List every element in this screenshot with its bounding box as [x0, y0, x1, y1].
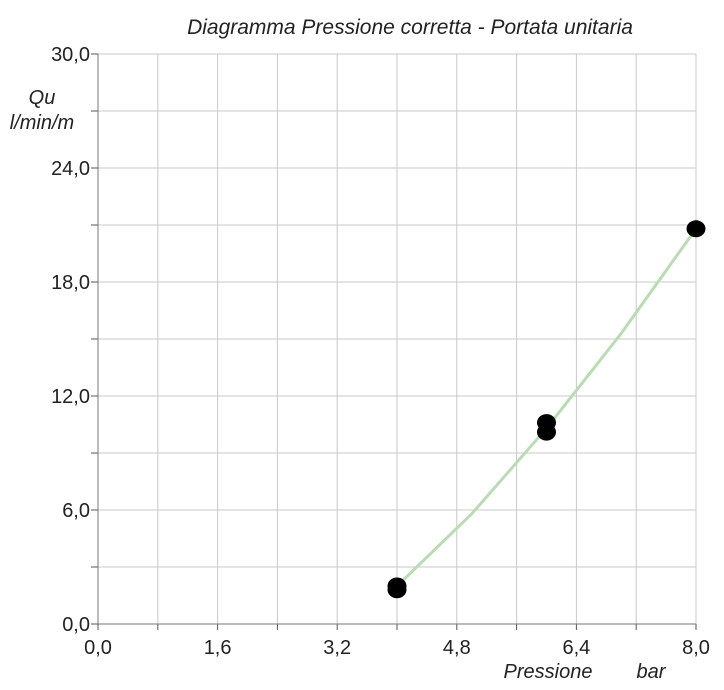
tick-labels: 0,0 1,6 3,2 4,8 6,4 8,0 0,0 6,0 12,0 18,0 24,0 30,0	[51, 44, 710, 659]
y-tick-label: 30,0	[51, 44, 90, 66]
chart-title: Diagramma Pressione corretta - Portata u…	[187, 16, 633, 39]
data-point	[537, 414, 556, 432]
y-tick-label: 0,0	[62, 614, 90, 636]
grid	[91, 53, 697, 630]
data-point	[387, 577, 407, 595]
x-tick-label: 4,8	[443, 637, 471, 659]
y-tick-label: 6,0	[62, 500, 90, 522]
x-tick-label: 6,4	[562, 637, 590, 659]
y-tick-label: 12,0	[51, 386, 90, 408]
x-tick-label: 1,6	[204, 637, 232, 659]
x-tick-label: 3,2	[323, 637, 351, 659]
data-points	[387, 220, 706, 599]
x-tick-label: 0,0	[84, 637, 112, 659]
data-point	[686, 220, 706, 238]
y-tick-label: 24,0	[51, 158, 90, 180]
y-axis-label-quantity: Qu	[29, 87, 56, 109]
x-axis-label-unit: bar	[637, 661, 667, 683]
x-tick-label: 8,0	[682, 637, 710, 659]
x-axis-label-quantity: Pressione	[504, 661, 593, 683]
y-tick-label: 18,0	[51, 272, 90, 294]
y-axis-label-unit: l/min/m	[10, 112, 74, 134]
